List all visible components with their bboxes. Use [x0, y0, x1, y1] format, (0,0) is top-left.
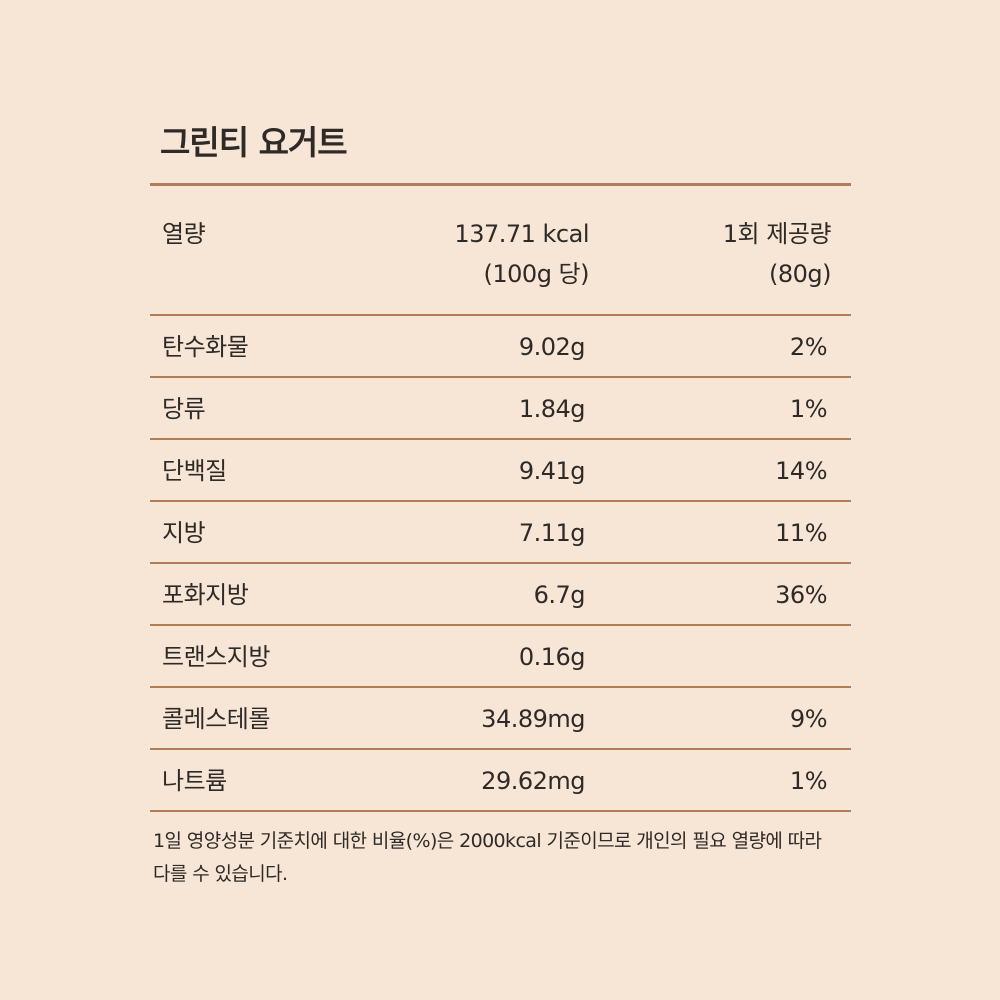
nutrient-daily-percent: 11% — [775, 519, 827, 547]
nutrient-name: 단백질 — [162, 457, 227, 485]
nutrient-amount: 1.84g — [518, 395, 586, 423]
nutrient-row-saturated-fat: 포화지방 6.7g 36% — [150, 564, 851, 626]
nutrient-row-sodium: 나트륨 29.62mg 1% — [150, 750, 851, 812]
nutrient-amount: 34.89mg — [481, 705, 585, 733]
calorie-value-basis: (100g 당) — [483, 260, 590, 288]
serving-size-amount: (80g) — [769, 260, 832, 288]
serving-size: 1회 제공량 (80g) — [722, 214, 832, 294]
nutrient-row-sugars: 당류 1.84g 1% — [150, 378, 851, 440]
nutrient-amount: 29.62mg — [481, 767, 585, 795]
nutrient-name: 콜레스테롤 — [162, 705, 270, 733]
nutrient-amount: 9.02g — [518, 333, 586, 361]
serving-size-label: 1회 제공량 — [722, 220, 832, 248]
daily-value-footnote: 1일 영양성분 기준치에 대한 비율(%)은 2000kcal 기준이므로 개인… — [153, 825, 853, 891]
nutrient-amount: 9.41g — [518, 457, 586, 485]
nutrient-daily-percent: 9% — [789, 705, 828, 733]
nutrient-name: 나트륨 — [162, 767, 227, 795]
nutrient-daily-percent: 14% — [775, 457, 827, 485]
nutrient-amount: 7.11g — [518, 519, 586, 547]
nutrient-name: 당류 — [162, 395, 206, 423]
nutrient-name: 지방 — [162, 519, 206, 547]
footnote-line-2: 다를 수 있습니다. — [153, 863, 288, 885]
nutrient-daily-percent: 36% — [775, 581, 827, 609]
nutrient-row-fat: 지방 7.11g 11% — [150, 502, 851, 564]
nutrient-amount: 0.16g — [518, 643, 586, 671]
nutrient-daily-percent: 1% — [789, 395, 828, 423]
calorie-value-kcal: 137.71 kcal — [454, 220, 589, 248]
calorie-label: 열량 — [162, 220, 206, 248]
nutrient-row-cholesterol: 콜레스테롤 34.89mg 9% — [150, 688, 851, 750]
nutrient-daily-percent: 2% — [789, 333, 828, 361]
nutrient-row-protein: 단백질 9.41g 14% — [150, 440, 851, 502]
nutrient-row-trans-fat: 트랜스지방 0.16g — [150, 626, 851, 688]
product-title: 그린티 요거트 — [160, 123, 348, 162]
calorie-value: 137.71 kcal (100g 당) — [454, 214, 589, 294]
footnote-line-1: 1일 영양성분 기준치에 대한 비율(%)은 2000kcal 기준이므로 개인… — [153, 830, 822, 852]
title-divider — [150, 183, 851, 186]
nutrient-daily-percent: 1% — [789, 767, 828, 795]
calorie-header-row: 열량 137.71 kcal (100g 당) 1회 제공량 (80g) — [150, 186, 851, 316]
nutrition-card: 그린티 요거트 열량 137.71 kcal (100g 당) 1회 제공량 (… — [150, 118, 851, 812]
nutrient-amount: 6.7g — [533, 581, 586, 609]
nutrient-name: 포화지방 — [162, 581, 249, 609]
nutrient-name: 트랜스지방 — [162, 643, 270, 671]
nutrient-row-carbohydrate: 탄수화물 9.02g 2% — [150, 316, 851, 378]
nutrient-name: 탄수화물 — [162, 333, 249, 361]
